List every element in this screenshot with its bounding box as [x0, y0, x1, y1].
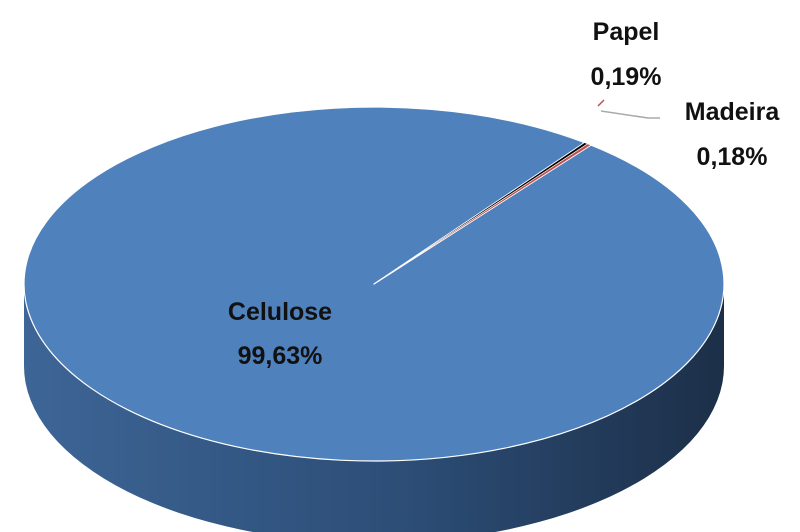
- madeira-label: Madeira: [685, 98, 781, 126]
- celulose-value: 99,63%: [238, 342, 323, 370]
- slice-label-papel: Papel 0,19%: [591, 18, 662, 91]
- pie-slice-papel: [373, 143, 592, 285]
- pie-layer: [23, 106, 725, 532]
- papel-leader-line: [597, 99, 605, 107]
- madeira-leader-line: [600, 110, 660, 119]
- celulose-label: Celulose: [228, 298, 332, 326]
- slice-label-madeira: Madeira 0,18%: [685, 98, 781, 171]
- slice-label-celulose: Celulose 99,63%: [228, 298, 332, 370]
- papel-label: Papel: [593, 18, 660, 46]
- papel-value: 0,19%: [591, 63, 662, 91]
- pie-side-wall: [24, 284, 724, 532]
- madeira-value: 0,18%: [697, 143, 768, 171]
